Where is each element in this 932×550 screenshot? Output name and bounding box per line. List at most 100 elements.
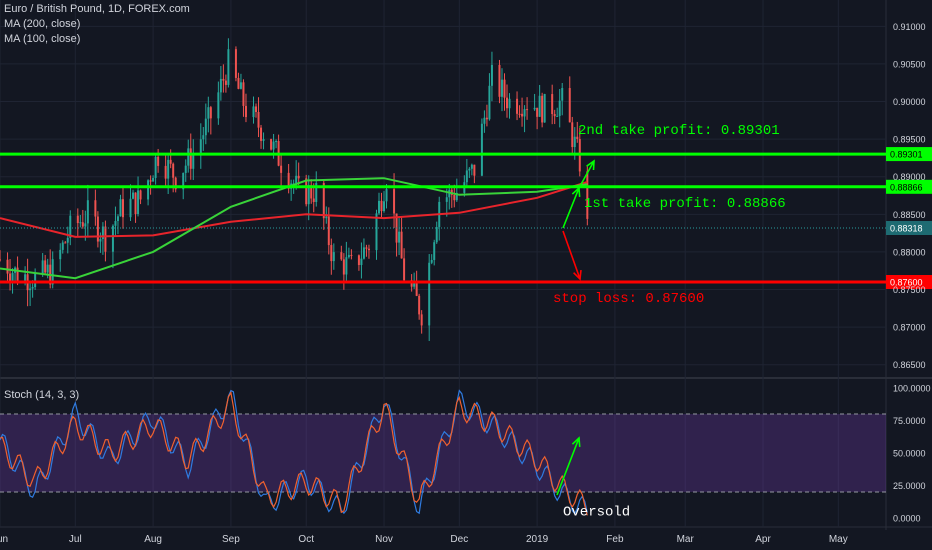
candle-body (418, 295, 421, 315)
level-price-tag (886, 147, 932, 162)
candle-body (51, 259, 54, 285)
candle-body (420, 314, 423, 326)
candle-body (383, 201, 386, 212)
x-tick-label: Dec (450, 534, 468, 545)
candle-body (508, 98, 511, 109)
candle-body (322, 183, 325, 219)
candle-body (488, 85, 491, 120)
candle-body (521, 113, 524, 117)
candle-body (11, 272, 14, 281)
candle-body (167, 159, 170, 179)
candle-body (340, 252, 343, 260)
y-tick-label: 0.88000 (893, 247, 926, 257)
candle-body (147, 180, 150, 200)
candle-body (6, 259, 9, 274)
candle-body (480, 123, 483, 176)
candle-body (262, 139, 265, 141)
candle-body (430, 259, 433, 263)
candle-body (280, 165, 283, 173)
candle-body (184, 165, 187, 173)
candle-body (31, 287, 34, 289)
candle-body (350, 254, 353, 256)
candle-body (41, 260, 44, 274)
candle-body (270, 139, 273, 150)
candle-body (330, 245, 333, 262)
candle-body (252, 106, 255, 118)
x-tick-label: Mar (677, 534, 695, 545)
candle-body (202, 135, 205, 140)
candle-body (375, 213, 378, 251)
candle-body (199, 139, 202, 155)
candle-body (586, 171, 589, 219)
candle-body (16, 267, 19, 283)
candle-body (260, 127, 263, 141)
candle-body (325, 216, 328, 219)
candle-body (541, 95, 544, 123)
candle-body (365, 247, 368, 249)
x-tick-label: Apr (755, 534, 771, 545)
candle-body (470, 164, 473, 169)
arrow-to-stop-loss (562, 230, 581, 280)
x-tick-label: Feb (606, 534, 624, 545)
candle-body (538, 95, 541, 117)
x-tick-label: Aug (144, 534, 162, 545)
candle-body (433, 242, 436, 260)
candle-body (224, 80, 227, 85)
candle-body (139, 190, 142, 200)
candle-body (415, 282, 418, 296)
candle-body (380, 200, 383, 212)
y-tick-label: 0.90000 (893, 97, 926, 107)
horizontal-levels[interactable]: 0.89301 0.88866 0.87600 0.88318 (0, 147, 932, 289)
level-price-tag (886, 179, 932, 194)
current-price-tag (886, 221, 932, 236)
y-tick-label: 0.89500 (893, 135, 926, 145)
ma200-label: MA (200, close) (4, 18, 81, 30)
candle-body (490, 64, 493, 86)
candle-body (573, 136, 576, 148)
arrow-stoch-up-head (571, 436, 581, 448)
annotation-oversold: Oversold (563, 505, 630, 521)
candle-body (435, 227, 438, 243)
arrow-to-1st-take-profit (562, 187, 580, 229)
candle-body (516, 98, 519, 114)
stoch-legend: Stoch (14, 3, 3) (4, 388, 79, 403)
candle-body (526, 109, 529, 111)
candle-body (315, 183, 318, 203)
ma100-label: MA (100, close) (4, 33, 81, 45)
axes: Jun Jul Aug Sep Oct Nov Dec 2019 Feb Mar Apr May 0.8… (0, 22, 931, 545)
y-tick-label: 0.86500 (893, 360, 926, 370)
candle-body (473, 164, 476, 176)
x-tick-label: May (829, 534, 848, 545)
stoch-tick-label: 75.0000 (893, 416, 926, 426)
candle-body (114, 221, 117, 226)
y-tick-label: 0.87000 (893, 323, 926, 333)
candle-body (94, 200, 97, 217)
arrow-to-stop-loss-head (573, 269, 582, 281)
candle-body (393, 189, 396, 214)
candle-body (518, 113, 521, 115)
x-tick-label: Jun (0, 534, 8, 545)
candle-body (342, 259, 345, 275)
candle-body (455, 192, 458, 201)
candle-body (227, 49, 230, 85)
candle-body (154, 156, 157, 178)
candle-body (485, 117, 488, 120)
candle-body (295, 175, 298, 184)
level-price-tag (886, 275, 932, 289)
arrow-to-2nd-take-profit-head (586, 159, 595, 171)
candle-body (44, 260, 47, 273)
candle-body (132, 192, 135, 199)
candle-body (360, 258, 363, 266)
candle-body (137, 190, 140, 215)
candle-body (400, 231, 403, 259)
candle-body (182, 172, 185, 190)
candle-body (169, 159, 172, 164)
candle-body (428, 262, 431, 326)
level-price-label: 0.88866 (890, 182, 923, 192)
candle-body (576, 136, 579, 140)
candle-body (568, 88, 571, 123)
level-price-label: 0.87600 (890, 278, 923, 288)
candle-body (207, 107, 210, 119)
candlesticks (0, 38, 589, 342)
